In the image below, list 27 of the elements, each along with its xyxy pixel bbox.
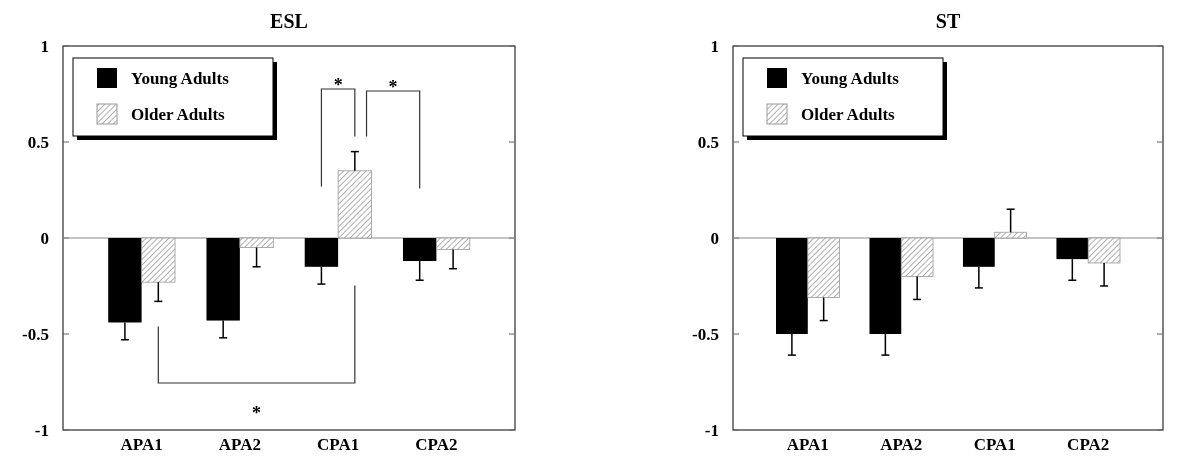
x-tick-label: APA1 — [120, 435, 163, 454]
annotation: * — [333, 75, 343, 95]
x-tick-label: APA1 — [786, 435, 829, 454]
annotation: * — [388, 77, 398, 97]
legend-label: Young Adults — [801, 68, 900, 88]
legend-label: Older Adults — [131, 104, 226, 124]
legend-label: Older Adults — [801, 104, 896, 124]
y-tick-label: 1 — [710, 36, 719, 56]
x-tick-label: CPA1 — [317, 435, 360, 454]
x-tick-label: CPA1 — [973, 435, 1016, 454]
y-tick-label: 0.5 — [27, 132, 49, 152]
y-tick-label: 0.5 — [697, 132, 719, 152]
annotation: * — [252, 403, 262, 423]
y-tick-label: 0 — [40, 228, 49, 248]
y-tick-label: -0.5 — [692, 324, 719, 344]
chart-title: ST — [935, 10, 961, 32]
y-tick-label: 0 — [710, 228, 719, 248]
x-tick-label: APA2 — [218, 435, 261, 454]
x-tick-label: CPA2 — [1067, 435, 1110, 454]
legend-label: Young Adults — [131, 68, 230, 88]
x-tick-label: APA2 — [880, 435, 923, 454]
y-tick-label: -0.5 — [22, 324, 49, 344]
y-tick-label: -1 — [704, 420, 719, 440]
y-tick-label: 1 — [40, 36, 49, 56]
x-tick-label: CPA2 — [415, 435, 458, 454]
y-tick-label: -1 — [34, 420, 49, 440]
chart-title: ESL — [270, 10, 308, 32]
